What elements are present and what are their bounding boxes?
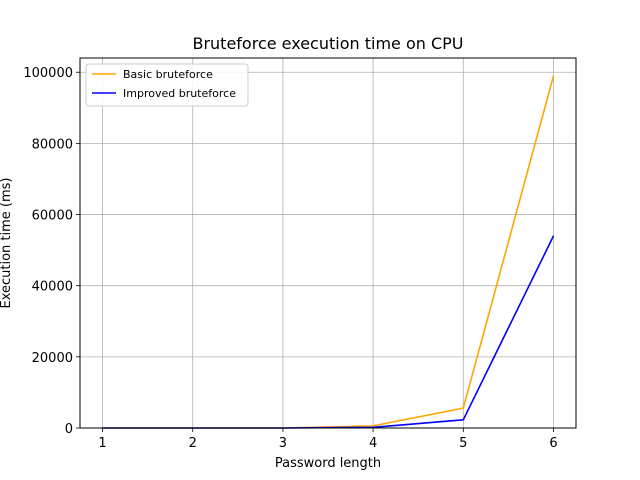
y-axis: 0 20000 40000 60000 80000 100000 (23, 66, 80, 437)
x-axis-label: Password length (275, 456, 381, 471)
legend-label-basic-bruteforce: Basic bruteforce (123, 68, 213, 81)
chart-title: Bruteforce execution time on CPU (192, 34, 463, 53)
legend: Basic bruteforce Improved bruteforce (85, 63, 249, 107)
x-tick-label: 4 (369, 436, 377, 451)
grid (80, 58, 576, 429)
x-tick-label: 6 (549, 436, 557, 451)
x-tick-label: 1 (98, 436, 106, 451)
plot-frame (79, 57, 577, 429)
x-axis: 1 2 3 4 5 6 (98, 428, 558, 451)
y-tick-label: 60000 (32, 209, 73, 224)
x-tick-label: 3 (279, 436, 287, 451)
x-tick-label: 2 (189, 436, 197, 451)
legend-label-improved-bruteforce: Improved bruteforce (123, 87, 236, 100)
y-tick-label: 40000 (32, 280, 73, 295)
y-axis-label: Execution time (ms) (0, 177, 14, 308)
series-line-improved-bruteforce (102, 235, 555, 429)
series-layer (102, 75, 555, 429)
y-tick-label: 20000 (32, 351, 73, 366)
x-tick-label: 5 (459, 436, 467, 451)
y-tick-label: 80000 (32, 137, 73, 152)
y-tick-label: 100000 (23, 66, 73, 81)
legend-box (85, 63, 249, 107)
y-tick-label: 0 (65, 422, 73, 437)
